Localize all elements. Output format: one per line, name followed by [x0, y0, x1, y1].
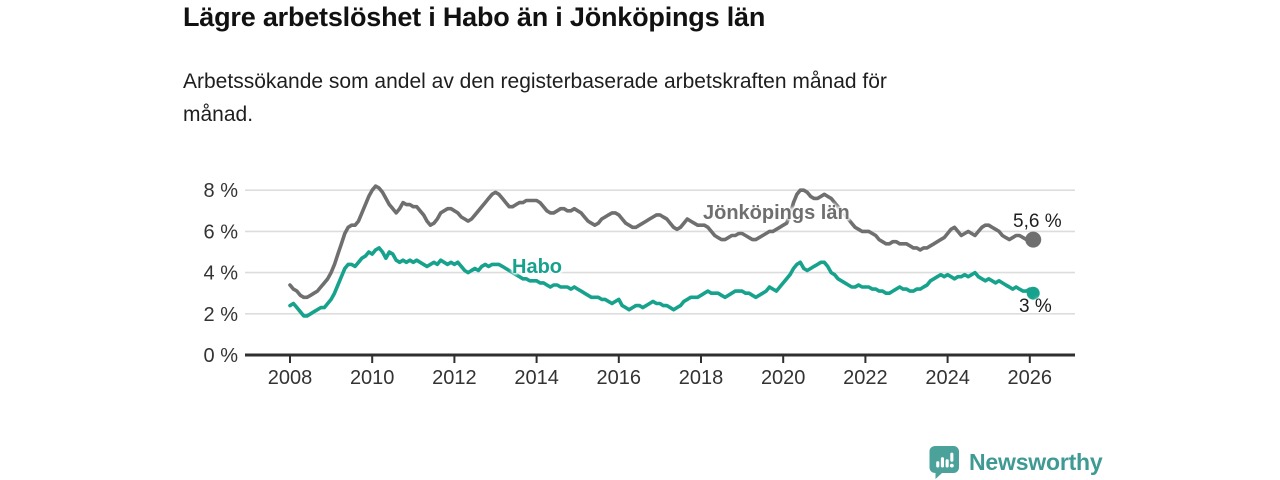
x-tick-label: 2026 — [1008, 367, 1053, 389]
chart-subtitle: Arbetssökande som andel av den registerb… — [183, 70, 887, 126]
newsworthy-logo-icon — [929, 445, 959, 479]
series-end-dot — [1026, 286, 1040, 300]
newsworthy-wordmark: Newsworthy — [969, 448, 1103, 475]
newsworthy-branding: Newsworthy — [929, 445, 1103, 479]
x-tick-label: 2010 — [350, 367, 395, 389]
series-line — [288, 246, 1035, 318]
x-tick-label: 2022 — [843, 367, 888, 389]
y-tick-label: 8 % — [204, 180, 239, 202]
x-tick-label: 2014 — [514, 367, 559, 389]
x-tick-label: 2024 — [925, 367, 970, 389]
end-value-jonkopings-lan: 5,6 % — [1013, 211, 1062, 232]
y-tick-label: 6 % — [204, 221, 239, 243]
page-title: Lägre arbetslöshet i Habo än i Jönköping… — [183, 2, 766, 32]
end-value-habo: 3 % — [1019, 296, 1052, 317]
series-label-jonkopings-lan: Jönköpings län — [703, 202, 850, 224]
y-tick-label: 0 % — [204, 345, 239, 367]
series-line — [288, 184, 1035, 300]
x-tick-label: 2016 — [597, 367, 642, 389]
x-tick-label: 2020 — [761, 367, 806, 389]
series-label-habo: Habo — [512, 256, 562, 278]
x-tick-label: 2012 — [432, 367, 477, 389]
series-end-dot — [1025, 231, 1042, 248]
y-tick-label: 4 % — [204, 263, 239, 285]
x-tick-label: 2018 — [679, 367, 724, 389]
x-tick-label: 2008 — [268, 367, 313, 389]
y-tick-label: 2 % — [204, 304, 239, 326]
